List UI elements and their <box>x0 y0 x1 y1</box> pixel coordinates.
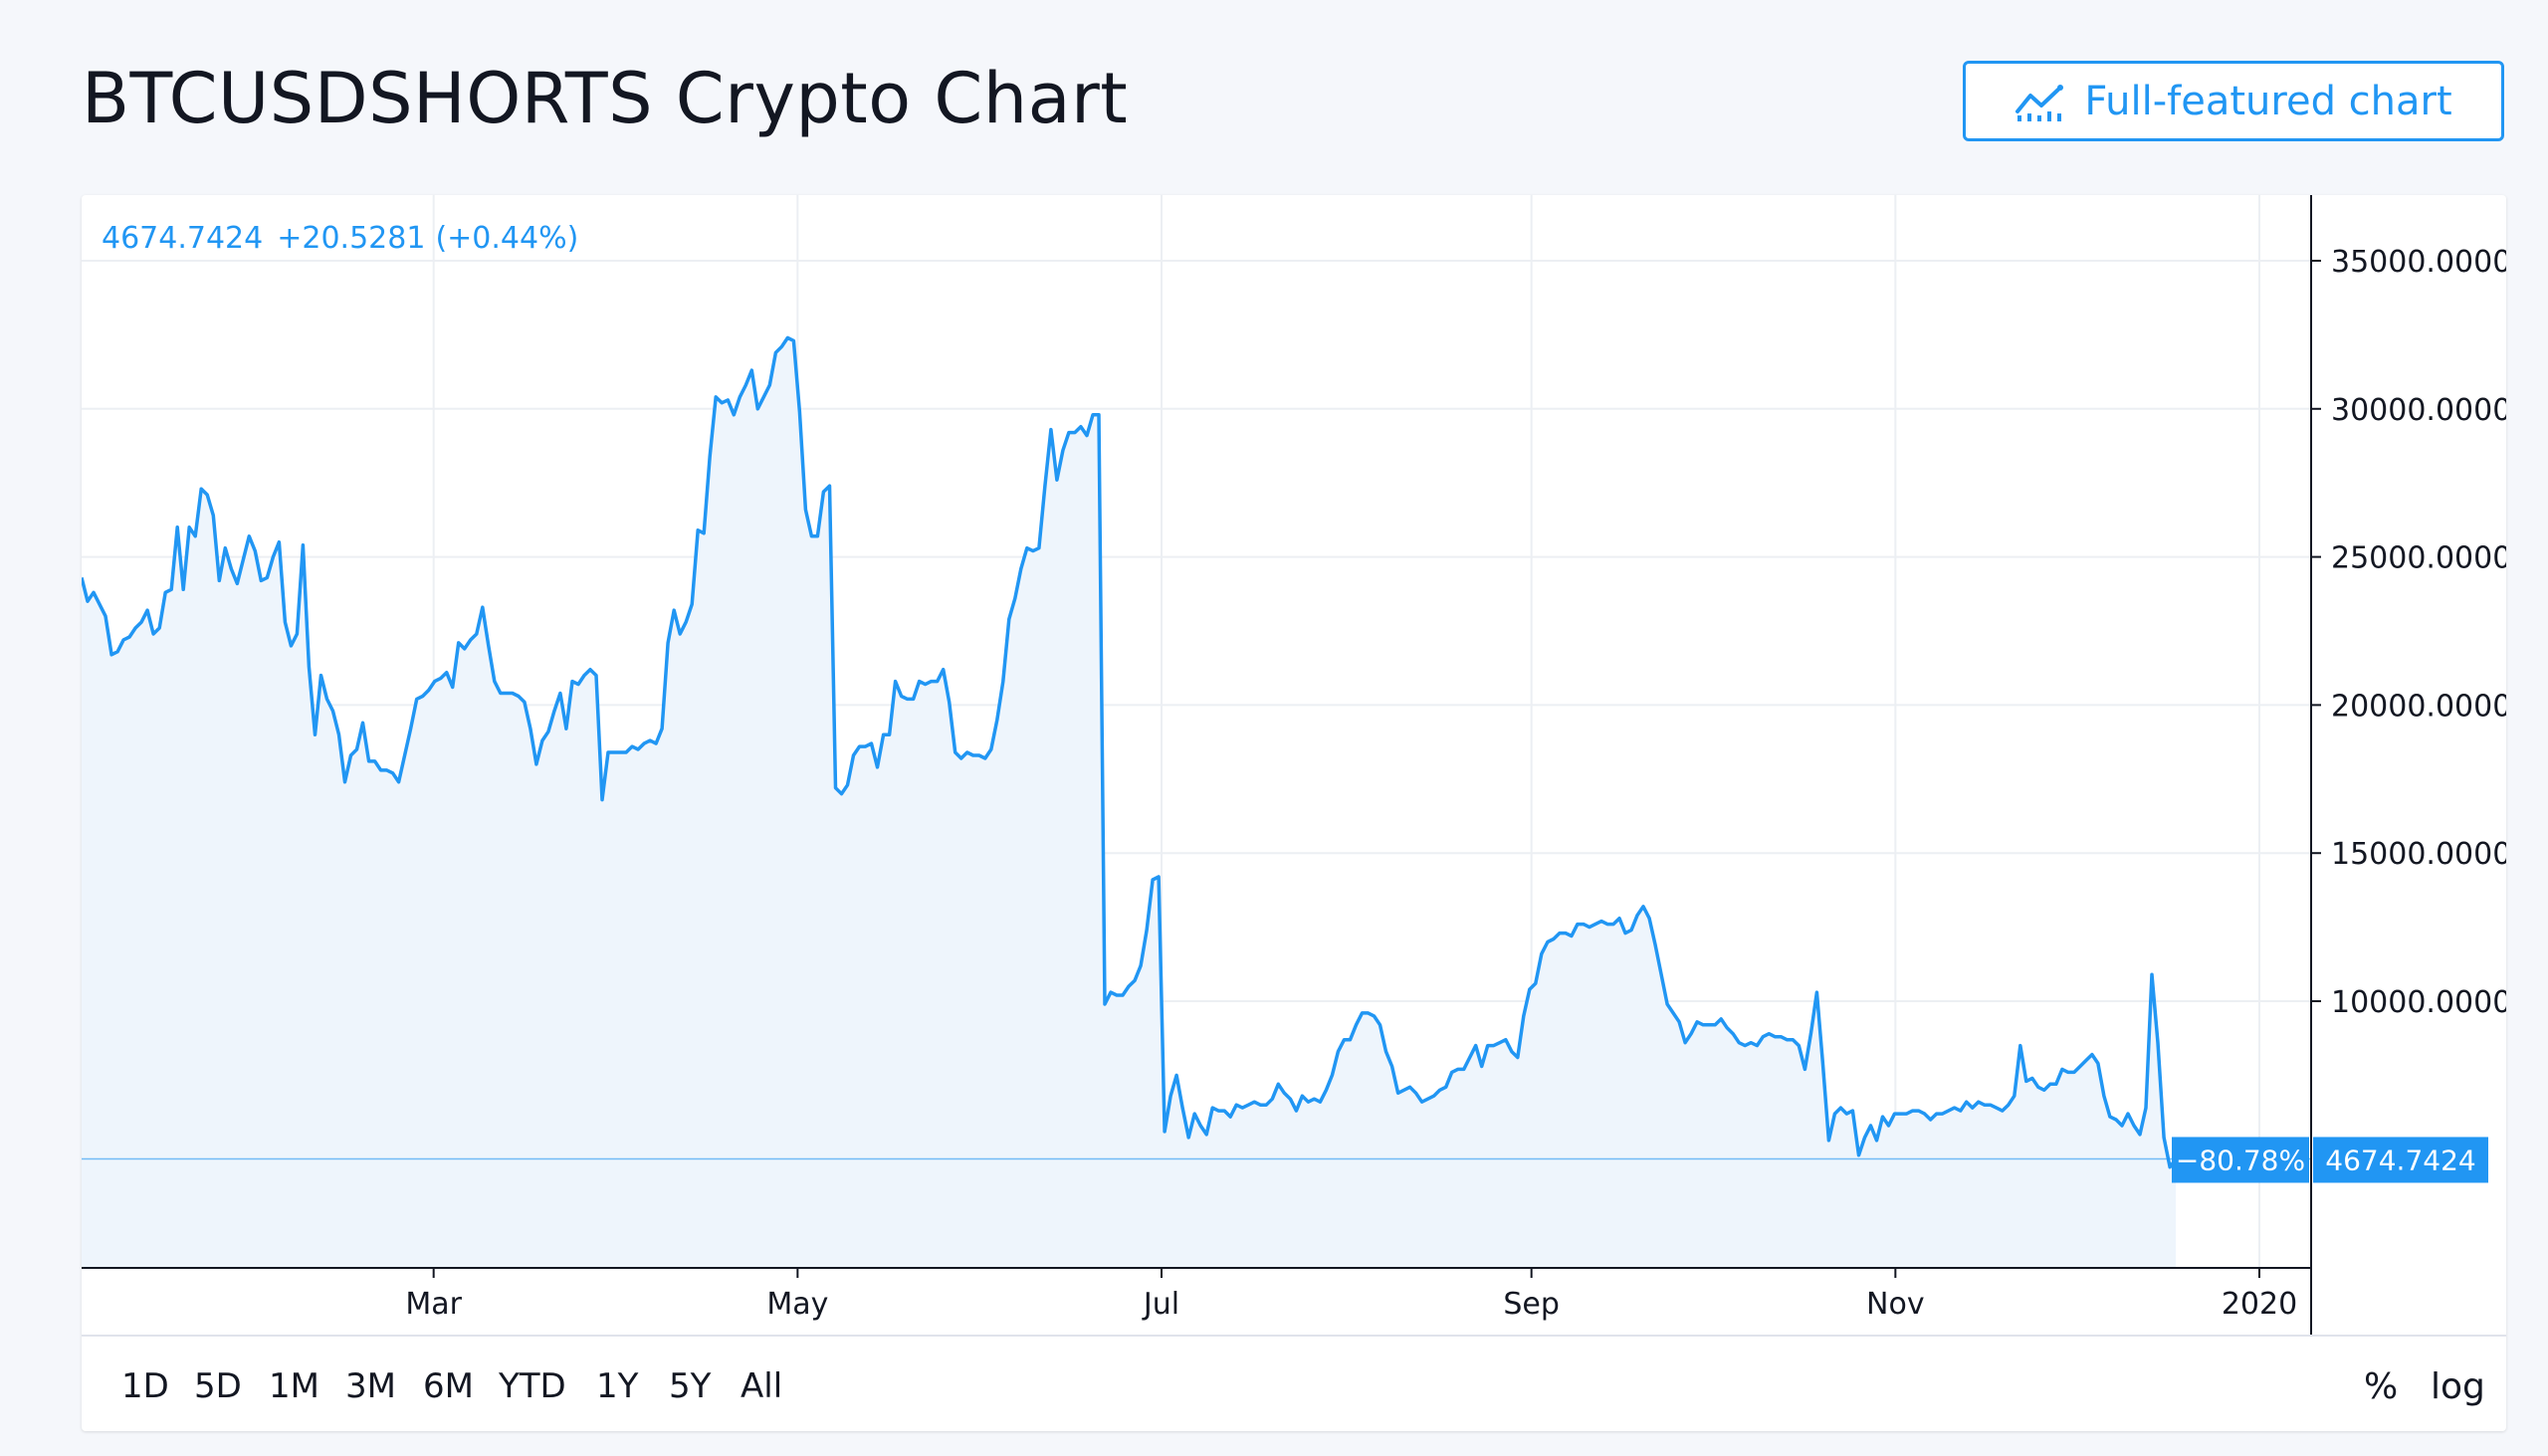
range-button-1y[interactable]: 1Y <box>596 1366 639 1406</box>
quote-change-pct: (+0.44%) <box>435 221 578 256</box>
y-tick-label: 30000.0000 <box>2331 393 2506 428</box>
x-tick-label: Nov <box>1866 1287 1925 1322</box>
y-tick-label: 35000.0000 <box>2331 245 2506 280</box>
last-pct-label: −80.78% <box>2176 1144 2305 1176</box>
y-tick-label: 20000.0000 <box>2331 689 2506 724</box>
price-chart[interactable]: 10000.0000 15000.0000 20000.0000 25000.0000… <box>82 195 2506 1337</box>
last-pct-badge <box>2172 1137 2309 1183</box>
x-tick-label: Sep <box>1503 1287 1560 1322</box>
y-tick-label: 25000.0000 <box>2331 541 2506 576</box>
range-button-1d[interactable]: 1D <box>121 1366 169 1406</box>
log-scale-toggle[interactable]: log <box>2431 1366 2485 1407</box>
chart-card: 10000.0000 15000.0000 20000.0000 25000.0000… <box>82 195 2506 1431</box>
x-tick-label: Mar <box>405 1287 462 1322</box>
range-button-5y[interactable]: 5Y <box>669 1366 712 1406</box>
x-tick-label: Jul <box>1142 1287 1179 1322</box>
full-featured-chart-button[interactable]: Full-featured chart <box>1963 61 2504 141</box>
x-tick-label: 2020 <box>2222 1287 2297 1322</box>
price-series-line <box>82 335 2178 1169</box>
last-price-label: 4674.7424 <box>2325 1144 2475 1176</box>
range-button-6m[interactable]: 6M <box>423 1366 474 1406</box>
price-area-fill <box>82 337 2177 1268</box>
range-button-ytd[interactable]: YTD <box>499 1366 566 1406</box>
y-tick-label: 15000.0000 <box>2331 837 2506 872</box>
quote-header: 4674.7424 +20.5281 (+0.44%) <box>102 221 578 256</box>
range-button-5d[interactable]: 5D <box>194 1366 242 1406</box>
x-tick-label: May <box>766 1287 828 1322</box>
percent-scale-toggle[interactable]: % <box>2364 1366 2399 1407</box>
range-button-1m[interactable]: 1M <box>269 1366 319 1406</box>
range-button-all[interactable]: All <box>741 1366 783 1406</box>
chart-line-icon <box>2015 82 2066 121</box>
last-price-badge <box>2313 1137 2488 1183</box>
full-featured-chart-label: Full-featured chart <box>2084 78 2452 124</box>
page-title: BTCUSDSHORTS Crypto Chart <box>82 58 1129 139</box>
range-selector: 1D 5D 1M 3M 6M YTD 1Y 5Y All % log <box>82 1337 2506 1431</box>
quote-change: +20.5281 <box>277 221 425 256</box>
quote-price: 4674.7424 <box>102 221 263 256</box>
y-tick-label: 10000.0000 <box>2331 985 2506 1020</box>
range-button-3m[interactable]: 3M <box>345 1366 396 1406</box>
